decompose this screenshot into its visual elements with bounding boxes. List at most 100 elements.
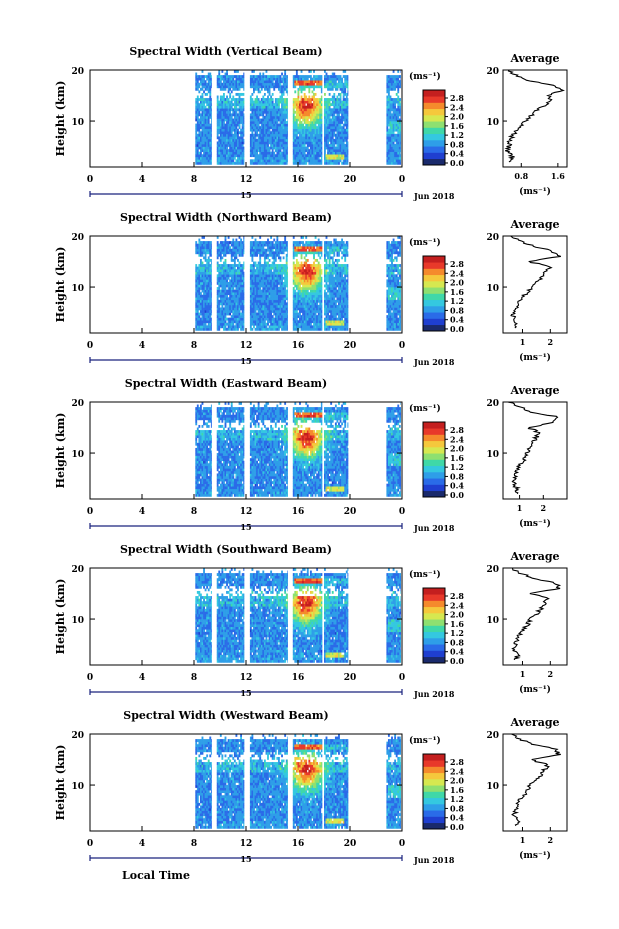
heatmap-cell [240,110,243,114]
heatmap-cell [243,105,245,109]
heatmap-cell [249,141,252,145]
heatmap-cell [257,138,260,142]
heatmap-cell [209,98,212,101]
heatmap-cell [316,161,319,165]
heatmap-cell [241,154,244,158]
heatmap-cell [253,141,255,145]
heatmap-cell [204,138,207,142]
heatmap-cell [232,87,235,91]
heatmap-cell [294,138,297,142]
heatmap-cell [263,118,266,122]
heatmap-cell [229,131,232,135]
heatmap-cell [297,110,300,114]
heatmap-cell [270,131,273,135]
heatmap-cell [254,100,257,104]
heatmap-cell [243,325,245,329]
heatmap-cell [201,82,204,86]
heatmap-cell [302,136,305,140]
heatmap-cell [262,126,265,130]
heatmap-cell [259,105,262,109]
heatmap-cell [311,149,314,152]
heatmap-cell [328,80,331,84]
heatmap-cell [319,136,322,140]
heatmap-cell [292,287,295,290]
heatmap-cell [238,156,241,160]
heatmap-cell [229,312,232,316]
heatmap-cell [196,159,199,163]
heatmap-cell [201,141,204,145]
heatmap-cell [297,118,300,122]
heatmap-cell [327,159,329,163]
heatmap-cell [400,138,401,142]
heatmap-cell [253,144,255,147]
heatmap-cell [292,131,295,135]
heatmap-cell [219,85,222,89]
heatmap-cell [327,98,329,101]
heatmap-cell [276,149,279,152]
heatmap-cell [257,146,260,150]
heatmap-cell [336,154,339,158]
heatmap-cell [260,133,263,137]
heatmap-cell [284,105,287,109]
heatmap-cell [327,138,329,142]
heatmap-cell [267,115,269,119]
heatmap-cell [254,141,257,145]
heatmap-cell [279,156,282,160]
heatmap-cell [338,136,340,140]
heatmap-cell [198,154,201,158]
heatmap-cell [243,82,245,86]
heatmap-cell [297,136,300,140]
heatmap-cell [282,85,285,89]
heatmap-cell [277,123,280,127]
heatmap-cell [232,82,235,86]
heatmap-cell [294,144,297,147]
heatmap-cell [279,85,282,89]
heatmap-cell [276,105,279,109]
heatmap-cell [287,297,288,301]
heatmap-cell [253,325,255,329]
heatmap-cell [238,161,241,165]
heatmap-cell [303,80,306,84]
heatmap-cell [334,133,337,137]
heatmap-cell [311,146,314,150]
heatmap-cell [277,156,280,160]
heatmap-cell [342,105,345,109]
heatmap-cell [263,151,266,155]
heatmap-cell [281,72,283,76]
heatmap-cell [299,105,301,109]
heatmap-cell [232,113,235,117]
heatmap-cell [207,118,210,122]
heatmap-cell [259,261,262,265]
heatmap-cell [309,103,312,107]
heatmap-cell [347,92,349,96]
heatmap-cell [265,75,268,78]
heatmap-cell [287,123,288,127]
heatmap-cell [305,156,308,160]
heatmap-cell [262,95,265,99]
heatmap-cell [282,92,285,96]
heatmap-cell [271,118,274,122]
heatmap-cell [331,128,334,132]
heatmap-cell [224,149,227,152]
heatmap-cell [227,90,230,94]
heatmap-cell [336,108,339,112]
heatmap-cell [260,121,263,124]
heatmap-cell [330,77,333,81]
heatmap-cell [305,154,308,158]
heatmap-cell [224,156,227,160]
heatmap-cell [241,108,244,112]
heatmap-cell [204,118,207,122]
heatmap-cell [230,146,233,150]
heatmap-cell [268,113,271,117]
heatmap-cell [317,113,320,117]
heatmap-cell [243,87,245,91]
heatmap-cell [339,126,342,130]
colorbar-swatch [423,121,445,128]
heatmap-cell [320,113,323,117]
heatmap-cell [276,75,279,78]
heatmap-cell [271,138,274,142]
heatmap-cell [270,126,273,130]
heatmap-cell [230,103,233,107]
heatmap-cell [221,159,224,163]
heatmap-cell [259,113,262,117]
